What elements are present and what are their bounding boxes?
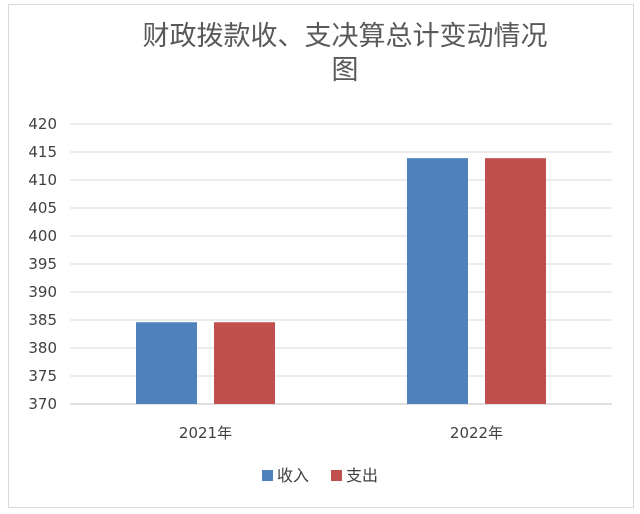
- y-tick-label: 395: [28, 255, 57, 273]
- y-tick-label: 420: [28, 115, 57, 133]
- y-tick-label: 405: [28, 199, 57, 217]
- y-tick-label: 390: [28, 283, 57, 301]
- y-axis-tick-labels: 420 415 410 405 400 395 390 385 380 375 370: [28, 115, 57, 413]
- legend: 收入 支出: [262, 466, 378, 485]
- y-tick-label: 410: [28, 171, 57, 189]
- legend-swatch-收入: [262, 470, 273, 481]
- y-tick-label: 370: [28, 395, 57, 413]
- y-tick-label: 380: [28, 339, 57, 357]
- legend-swatch-支出: [331, 470, 342, 481]
- y-tick-label: 385: [28, 311, 57, 329]
- y-tick-label: 415: [28, 143, 57, 161]
- y-tick-label: 375: [28, 367, 57, 385]
- x-tick-label: 2021年: [179, 424, 232, 442]
- legend-label-支出: 支出: [346, 466, 378, 485]
- chart-title-line-2: 图: [332, 55, 359, 86]
- x-tick-label: 2022年: [450, 424, 503, 442]
- bar-支出-2022年: [485, 158, 546, 404]
- bars: [136, 158, 546, 404]
- x-axis-tick-labels: 2021年 2022年: [179, 424, 503, 442]
- chart-title-line-1: 财政拨款收、支决算总计变动情况: [143, 21, 548, 52]
- legend-label-收入: 收入: [277, 466, 309, 485]
- bar-收入-2021年: [136, 322, 197, 404]
- y-tick-label: 400: [28, 227, 57, 245]
- bar-收入-2022年: [407, 158, 468, 404]
- chart-title: 财政拨款收、支决算总计变动情况 图: [143, 21, 548, 86]
- bar-支出-2021年: [214, 322, 275, 404]
